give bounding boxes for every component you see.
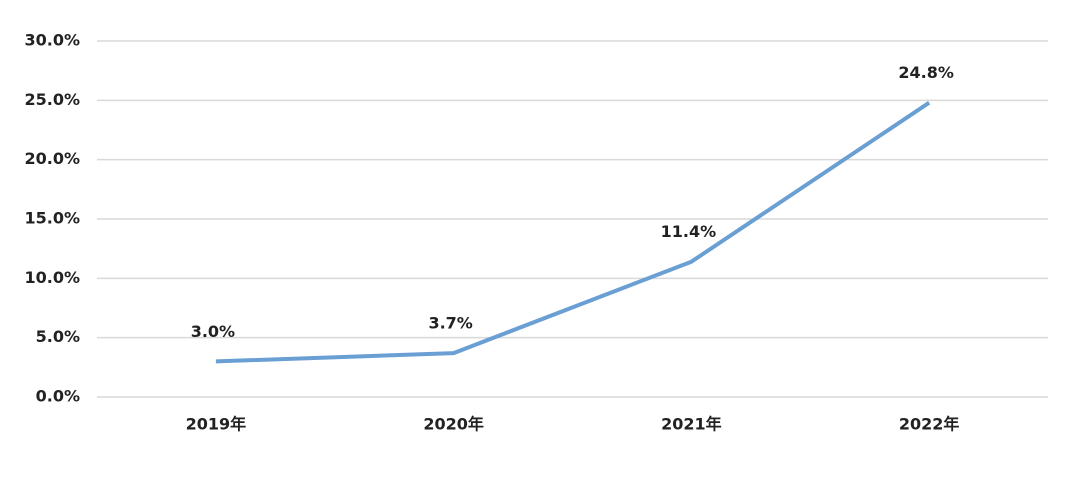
y-tick-label: 10.0% — [24, 268, 80, 287]
x-tick-label: 2021年 — [661, 415, 722, 434]
y-tick-label: 15.0% — [24, 209, 80, 228]
x-tick-label: 2020年 — [423, 415, 484, 434]
data-label: 11.4% — [661, 222, 717, 241]
series-line — [215, 101, 931, 364]
data-label: 24.8% — [898, 63, 954, 82]
y-tick-label: 5.0% — [36, 327, 80, 346]
y-tick-label: 30.0% — [24, 31, 80, 50]
y-tick-label: 20.0% — [24, 149, 80, 168]
y-tick-label: 0.0% — [36, 387, 80, 406]
x-tick-label: 2022年 — [899, 415, 960, 434]
data-label: 3.0% — [191, 322, 235, 341]
y-tick-label: 25.0% — [24, 90, 80, 109]
data-label: 3.7% — [428, 314, 472, 333]
x-tick-label: 2019年 — [186, 415, 247, 434]
